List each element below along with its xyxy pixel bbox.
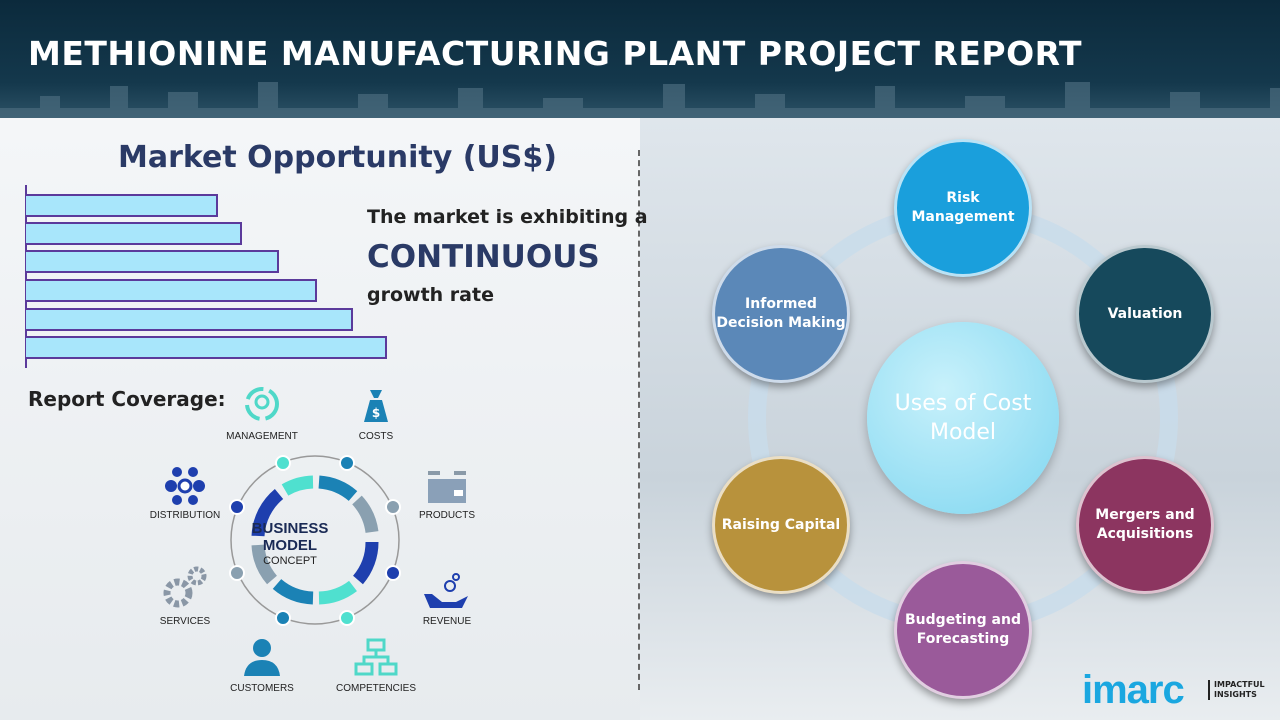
left-panel bbox=[0, 118, 640, 720]
use-risk-management: Risk Management bbox=[894, 139, 1032, 277]
tagline-1: IMPACTFUL bbox=[1214, 680, 1265, 689]
distribution-icon bbox=[165, 467, 205, 505]
coverage-services: SERVICES bbox=[159, 616, 211, 627]
market-text-2: CONTINUOUS bbox=[367, 239, 600, 275]
use-raising-capital: Raising Capital bbox=[712, 456, 850, 594]
uses-center: Uses of Cost Model bbox=[867, 322, 1059, 514]
box-icon bbox=[428, 471, 466, 503]
growth-bar bbox=[26, 194, 218, 217]
coverage-customers: CUSTOMERS bbox=[230, 683, 294, 694]
market-title: Market Opportunity (US$) bbox=[118, 140, 557, 175]
management-icon bbox=[245, 387, 279, 421]
center-line3: CONCEPT bbox=[263, 555, 317, 567]
growth-bar bbox=[26, 279, 317, 302]
market-text-1: The market is exhibiting a bbox=[367, 206, 648, 228]
coverage-costs: COSTS bbox=[358, 431, 394, 442]
growth-bar bbox=[26, 222, 242, 245]
center-line2: MODEL bbox=[262, 537, 318, 554]
customer-icon bbox=[244, 639, 280, 676]
use-mergers: Mergers and Acquisitions bbox=[1076, 456, 1214, 594]
business-model-ring bbox=[229, 455, 401, 626]
page-title: METHIONINE MANUFACTURING PLANT PROJECT R… bbox=[28, 34, 1083, 73]
competencies-icon bbox=[354, 638, 398, 676]
use-valuation: Valuation bbox=[1076, 245, 1214, 383]
growth-bar bbox=[26, 250, 279, 273]
growth-bar bbox=[26, 336, 387, 359]
bar-axis bbox=[25, 185, 27, 368]
use-informed-decision: Informed Decision Making bbox=[712, 245, 850, 383]
divider bbox=[638, 150, 640, 690]
revenue-hand-icon bbox=[424, 573, 468, 608]
coverage-products: PRODUCTS bbox=[418, 510, 476, 521]
coverage-title: Report Coverage: bbox=[28, 387, 226, 411]
money-bag-icon: $ bbox=[364, 390, 388, 422]
growth-bar bbox=[26, 308, 353, 331]
use-budgeting: Budgeting and Forecasting bbox=[894, 561, 1032, 699]
coverage-distribution: DISTRIBUTION bbox=[149, 510, 221, 521]
gears-icon bbox=[163, 566, 207, 608]
coverage-management: MANAGEMENT bbox=[226, 431, 298, 442]
center-line1: BUSINESS bbox=[251, 520, 329, 537]
coverage-competencies: COMPETENCIES bbox=[335, 683, 416, 694]
market-text-3: growth rate bbox=[367, 284, 494, 306]
imarc-logo: imarc bbox=[1082, 668, 1185, 712]
coverage-revenue: REVENUE bbox=[422, 616, 472, 627]
logo-tagline: IMPACTFUL INSIGHTS bbox=[1208, 680, 1265, 700]
header-banner: METHIONINE MANUFACTURING PLANT PROJECT R… bbox=[0, 0, 1280, 118]
svg-text:$: $ bbox=[372, 406, 380, 420]
tagline-2: INSIGHTS bbox=[1214, 690, 1257, 699]
skyline-graphic bbox=[0, 82, 1280, 118]
